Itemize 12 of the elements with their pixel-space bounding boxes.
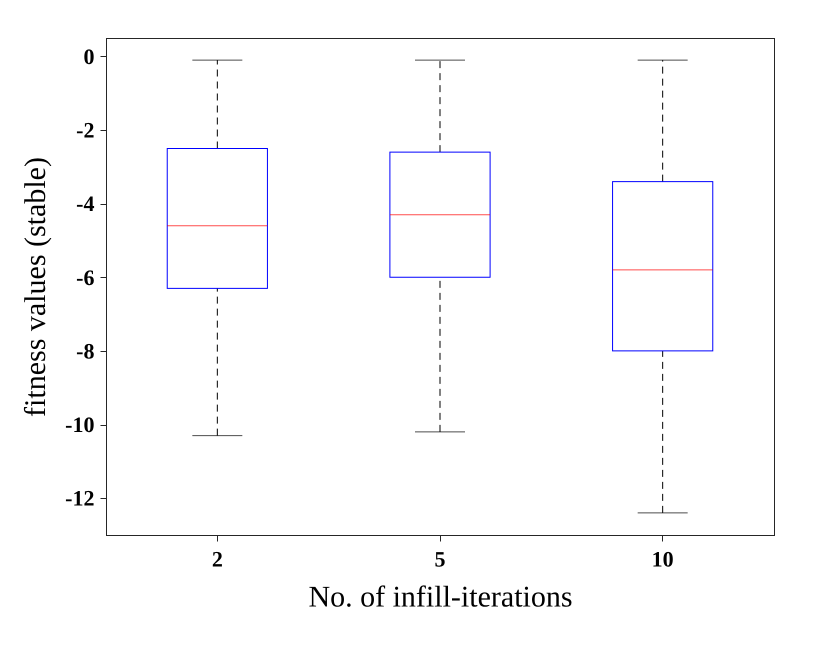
y-axis-title: fitness values (stable) bbox=[19, 157, 52, 417]
y-tick-label: -8 bbox=[76, 338, 94, 364]
x-axis-title: No. of infill-iterations bbox=[308, 580, 573, 614]
y-tick-label: -6 bbox=[76, 264, 94, 290]
x-tick-label: 5 bbox=[434, 546, 446, 572]
y-tick-label: -2 bbox=[76, 118, 94, 143]
x-tick-label: 2 bbox=[212, 546, 223, 572]
y-tick-label: -10 bbox=[65, 412, 94, 438]
y-tick-label: 0 bbox=[84, 44, 94, 69]
x-tick-label: 10 bbox=[652, 546, 674, 572]
y-tick-label: -4 bbox=[76, 191, 94, 216]
y-tick-label: -12 bbox=[65, 486, 94, 511]
